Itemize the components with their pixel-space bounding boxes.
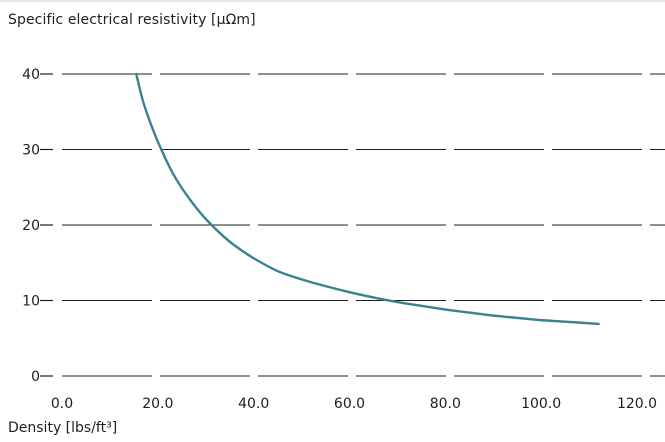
x-tick-label: 120.0 (617, 396, 657, 412)
y-axis-title: Specific electrical resistivity [µΩm] (8, 12, 256, 28)
y-tick-labels: 0 10 20 30 40 (22, 67, 53, 385)
x-tick-label: 100.0 (521, 396, 561, 412)
y-tick-label: 10 (22, 294, 40, 310)
x-tick-labels: 0.0 20.0 40.0 60.0 80.0 100.0 120.0 (51, 396, 657, 412)
x-tick-label: 80.0 (430, 396, 461, 412)
y-tick-label: 30 (22, 143, 40, 159)
x-tick-label: 0.0 (51, 396, 73, 412)
gridlines (62, 73, 665, 377)
x-tick-label: 20.0 (142, 396, 173, 412)
top-divider (0, 0, 665, 2)
series-layer (135, 72, 600, 326)
x-axis-title: Density [lbs/ft³] (8, 420, 118, 436)
series-line-0 (135, 72, 600, 326)
x-tick-label: 60.0 (334, 396, 365, 412)
y-tick-label: 20 (22, 218, 40, 234)
y-tick-label: 40 (22, 67, 40, 83)
y-tick-label: 0 (31, 369, 40, 385)
x-tick-label: 40.0 (238, 396, 269, 412)
